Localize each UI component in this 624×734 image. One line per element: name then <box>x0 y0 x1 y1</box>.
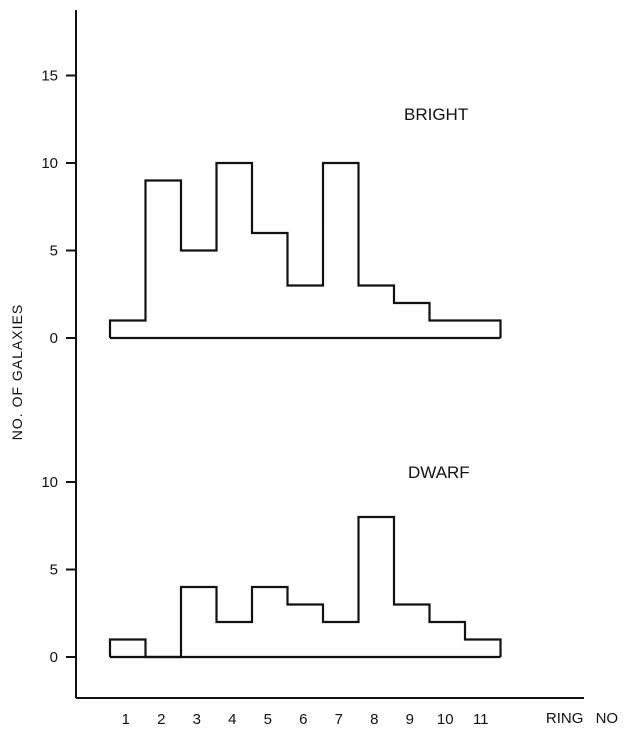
bright-bin-7 <box>323 163 359 338</box>
bright-bin-4 <box>217 163 253 338</box>
bright-panel-title: BRIGHT <box>404 105 468 124</box>
y-tick-label: 5 <box>50 243 58 260</box>
y-tick-label: 10 <box>41 474 58 491</box>
dwarf-bin-3 <box>181 587 217 657</box>
y-tick-label: 15 <box>41 68 58 85</box>
bright-bin-9 <box>394 303 430 338</box>
x-tick-label: 6 <box>299 711 307 728</box>
dwarf-bin-4 <box>217 622 253 657</box>
dwarf-bin-1 <box>110 640 146 658</box>
bright-bin-1 <box>110 321 146 339</box>
bright-bin-3 <box>181 251 217 339</box>
bright-bin-10 <box>430 321 466 339</box>
y-tick-label: 0 <box>50 330 58 347</box>
x-tick-label: 2 <box>157 711 165 728</box>
x-tick-label: 9 <box>406 711 414 728</box>
bright-bin-11 <box>465 321 501 339</box>
bright-histogram-outline <box>108 161 502 338</box>
x-tick-label: 10 <box>437 711 454 728</box>
y-tick-label: 10 <box>41 155 58 172</box>
dwarf-histogram-outline <box>108 515 502 659</box>
y-tick-label: 5 <box>50 562 58 579</box>
bright-bin-6 <box>288 286 324 339</box>
x-tick-label: 4 <box>228 711 236 728</box>
x-tick-label: 5 <box>264 711 272 728</box>
y-tick-label: 0 <box>50 649 58 666</box>
dwarf-panel-title: DWARF <box>408 463 470 482</box>
x-tick-label: 8 <box>370 711 378 728</box>
x-tick-label: 3 <box>193 711 201 728</box>
x-tick-label: 11 <box>473 711 489 728</box>
dwarf-bin-7 <box>323 622 359 657</box>
dwarf-bin-8 <box>359 517 395 657</box>
y-axis-label: NO. OF GALAXIES <box>9 304 25 440</box>
dwarf-bin-11 <box>465 640 501 658</box>
bright-bin-5 <box>252 233 288 338</box>
bright-bin-2 <box>146 181 182 339</box>
dwarf-bin-5 <box>252 587 288 657</box>
x-axis-label: RING NO <box>546 710 618 727</box>
bright-bin-8 <box>359 286 395 339</box>
dwarf-bin-9 <box>394 605 430 658</box>
x-tick-label: 1 <box>122 711 130 728</box>
x-tick-label: 7 <box>335 711 343 728</box>
dwarf-bin-10 <box>430 622 466 657</box>
dwarf-bin-6 <box>288 605 324 658</box>
